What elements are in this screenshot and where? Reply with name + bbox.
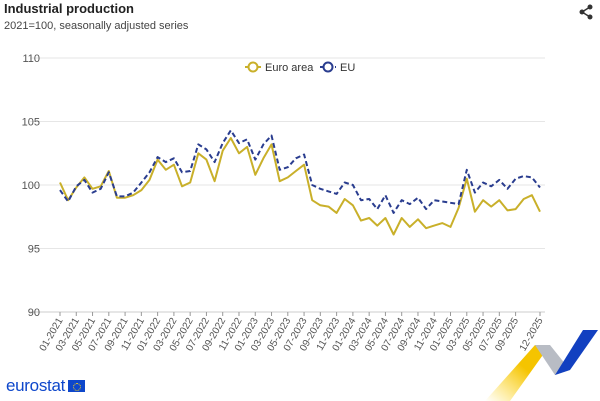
y-tick-label: 95 <box>28 244 40 256</box>
y-tick-label: 110 <box>22 53 40 65</box>
legend-label: Euro area <box>265 62 314 74</box>
chart-title: Industrial production <box>4 1 134 16</box>
y-tick-label: 100 <box>22 180 40 192</box>
series-line-euro-area <box>59 137 541 236</box>
legend-marker <box>247 61 259 73</box>
eurostat-logo: eurostat <box>6 376 86 396</box>
y-tick-label: 90 <box>28 307 40 319</box>
eu-flag-icon <box>68 380 86 392</box>
eurostat-ribbon-decoration <box>485 330 598 401</box>
y-tick-label: 105 <box>22 117 40 129</box>
series-line-eu <box>59 129 541 214</box>
logo-text: eurostat <box>6 376 66 395</box>
legend-label: EU <box>340 62 355 74</box>
share-icon[interactable] <box>578 4 594 25</box>
legend-marker <box>322 61 334 73</box>
chart-subtitle: 2021=100, seasonally adjusted series <box>4 20 189 32</box>
